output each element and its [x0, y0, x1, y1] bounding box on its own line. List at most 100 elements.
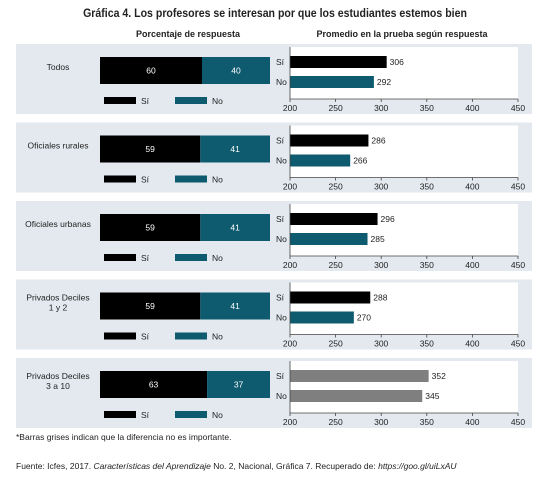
bar-percent-no	[202, 57, 270, 84]
legend-label-no: No	[212, 410, 223, 420]
group-label: Privados Deciles	[26, 371, 89, 381]
row-label-si: Sí	[276, 136, 285, 146]
plot-area	[290, 204, 518, 256]
group-label: 1 y 2	[49, 303, 68, 313]
right-column-header: Promedio en la prueba según respuesta	[316, 29, 488, 39]
legend-swatch-si	[104, 175, 136, 183]
label-percent-si: 63	[149, 380, 159, 390]
legend-swatch-no	[175, 175, 207, 183]
row-label-no: No	[276, 391, 287, 401]
row-label-si: Sí	[276, 214, 285, 224]
bar-score-no	[290, 233, 368, 245]
legend-swatch-no	[175, 97, 207, 104]
label-percent-no: 37	[234, 380, 244, 390]
group-label: Todos	[47, 62, 70, 72]
legend-label-si: Sí	[141, 332, 150, 342]
row-label-no: No	[276, 234, 287, 244]
bar-score-si	[290, 370, 429, 382]
legend-swatch-no	[175, 411, 207, 418]
x-tick-label: 350	[420, 103, 434, 113]
label-score-no: 270	[357, 313, 371, 323]
row-label-no: No	[276, 156, 287, 166]
bar-score-si	[290, 213, 378, 225]
legend-swatch-si	[104, 411, 136, 418]
label-score-no: 285	[371, 234, 385, 244]
plot-area	[290, 361, 518, 413]
chart-title: Gráfica 4. Los profesores se interesan p…	[83, 6, 467, 20]
x-tick-label: 350	[420, 260, 434, 270]
label-score-no: 345	[425, 391, 439, 401]
row-label-si: Sí	[276, 293, 285, 303]
x-tick-label: 400	[465, 103, 479, 113]
bar-percent-si	[100, 371, 208, 398]
left-column-header: Porcentaje de respuesta	[135, 29, 241, 39]
legend-label-si: Sí	[141, 175, 150, 185]
bar-percent-no	[200, 292, 270, 320]
x-tick-label: 200	[283, 182, 297, 192]
x-tick-label: 250	[329, 339, 343, 349]
bar-percent-si	[100, 135, 201, 163]
x-tick-label: 250	[329, 260, 343, 270]
legend-swatch-no	[175, 254, 207, 261]
label-score-no: 266	[353, 156, 367, 166]
x-tick-label: 350	[420, 182, 434, 192]
x-tick-label: 350	[420, 417, 434, 427]
source-title: Características del Aprendizaje	[93, 461, 211, 471]
source-middle: No. 2, Nacional, Gráfica 7. Recuperado d…	[210, 461, 379, 471]
label-score-no: 292	[377, 77, 391, 87]
x-tick-label: 400	[465, 339, 479, 349]
bar-percent-si	[100, 292, 201, 320]
label-percent-no: 41	[230, 301, 240, 311]
x-tick-label: 300	[374, 339, 388, 349]
label-percent-si: 60	[146, 66, 156, 76]
source-link: https://goo.gl/uiLxAU	[378, 461, 457, 471]
x-tick-label: 300	[374, 182, 388, 192]
x-tick-label: 250	[329, 417, 343, 427]
group-label: Oficiales urbanas	[25, 219, 91, 229]
legend-label-si: Sí	[141, 96, 150, 106]
x-tick-label: 350	[420, 339, 434, 349]
label-percent-no: 41	[230, 223, 240, 233]
x-tick-label: 450	[511, 182, 525, 192]
bar-score-si	[290, 291, 371, 304]
group-label: Oficiales rurales	[28, 141, 89, 151]
label-score-si: 286	[371, 136, 385, 146]
row-label-no: No	[276, 313, 287, 323]
bar-score-si	[290, 134, 369, 147]
x-tick-label: 250	[329, 103, 343, 113]
x-tick-label: 300	[374, 417, 388, 427]
x-tick-label: 300	[374, 103, 388, 113]
label-percent-no: 40	[231, 66, 241, 76]
bar-percent-no	[200, 135, 270, 163]
x-tick-label: 450	[511, 260, 525, 270]
legend-swatch-si	[104, 254, 136, 261]
x-tick-label: 200	[283, 339, 297, 349]
chart-area: Todos 60 40 Sí No 306 Sí 292 No 200 250 300 350 400 45…	[16, 44, 532, 428]
group-label: Privados Deciles	[26, 293, 89, 303]
bar-percent-si	[100, 214, 201, 241]
legend-swatch-no	[175, 332, 207, 340]
group-label: 3 a 10	[46, 381, 70, 391]
legend-label-no: No	[212, 253, 223, 263]
x-tick-label: 450	[511, 339, 525, 349]
plot-area	[290, 282, 518, 335]
x-tick-label: 400	[465, 260, 479, 270]
bar-score-si	[290, 56, 387, 68]
legend-label-no: No	[212, 96, 223, 106]
row-label-si: Sí	[276, 371, 285, 381]
source-prefix: Fuente: Icfes, 2017.	[16, 461, 94, 471]
x-tick-label: 200	[283, 260, 297, 270]
bar-percent-si	[100, 57, 202, 84]
label-percent-no: 41	[230, 144, 240, 154]
label-score-si: 352	[432, 371, 446, 381]
plot-area	[290, 125, 518, 178]
bar-score-no	[290, 76, 374, 88]
footnote: *Barras grises indican que la diferencia…	[16, 432, 232, 442]
row-label-no: No	[276, 77, 287, 87]
label-percent-si: 59	[145, 144, 155, 154]
x-tick-label: 250	[329, 182, 343, 192]
x-tick-label: 450	[511, 417, 525, 427]
row-label-si: Sí	[276, 57, 285, 67]
legend-label-si: Sí	[141, 253, 150, 263]
x-tick-label: 400	[465, 182, 479, 192]
